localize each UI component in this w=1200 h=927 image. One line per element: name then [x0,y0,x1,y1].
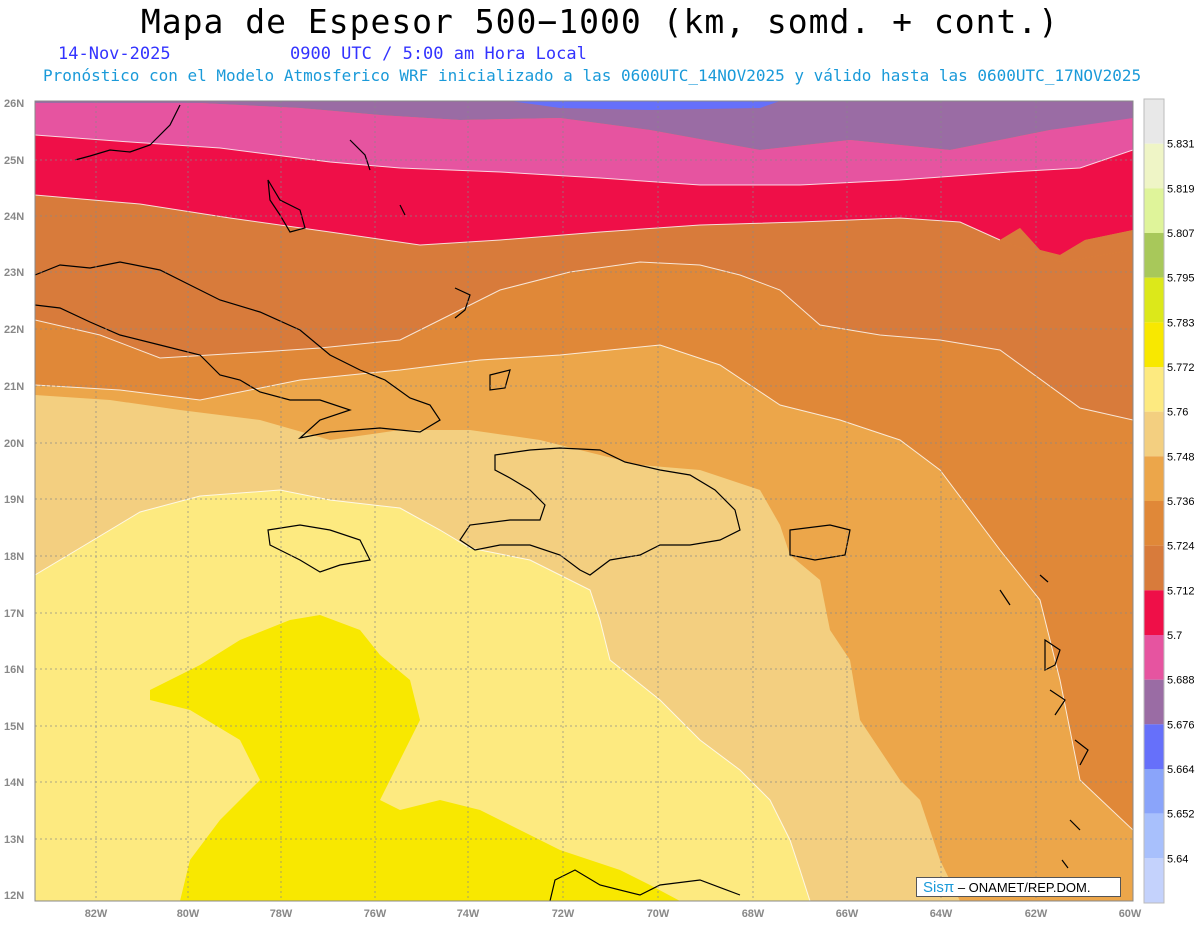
credit-box: Sisπ – ONAMET/REP.DOM. [916,877,1121,897]
legend-swatch [1144,769,1164,814]
lon-label: 74W [457,908,480,920]
lon-label: 78W [270,908,293,920]
coastlines [35,104,1089,901]
lon-label: 80W [177,908,200,920]
legend-label: 5.664 [1167,764,1195,776]
legend-frame [1143,98,1165,904]
legend-label: 5.652 [1167,809,1195,821]
lon-label: 62W [1025,908,1048,920]
lon-label: 66W [836,908,859,920]
legend-label: 5.7 [1167,630,1182,642]
lat-label: 13N [4,834,24,846]
legend-swatch [1144,411,1164,457]
legend-label: 5.688 [1167,675,1195,687]
legend-label: 5.64 [1167,853,1188,865]
lon-label: 64W [930,908,953,920]
longitude-labels: 82W 80W 78W 76W 74W 72W 70W 68W 66W 64W … [85,908,1142,920]
lat-label: 14N [4,777,24,789]
color-legend: 5.831 5.819 5.807 5.795 5.783 5.772 5.76 5.748 5… [1143,98,1195,904]
legend-label: 5.783 [1167,317,1195,329]
legend-swatch [1144,367,1164,412]
legend-swatch [1144,813,1164,859]
legend-swatch [1144,635,1164,680]
legend-swatch [1144,545,1164,591]
lat-label: 22N [4,324,24,336]
thickness-contours [35,134,1133,901]
legend-swatch [1144,99,1164,144]
lat-label: 23N [4,267,24,279]
lon-label: 68W [742,908,765,920]
lat-label: 12N [4,890,24,902]
legend-swatch [1144,456,1164,501]
lat-label: 18N [4,551,24,563]
lat-label: 17N [4,608,24,620]
legend-label: 5.676 [1167,719,1195,731]
lon-label: 82W [85,908,108,920]
forecast-time: 0900 UTC / 5:00 am Hora Local [290,44,587,64]
legend-swatch [1144,233,1164,278]
legend-swatch [1144,858,1164,903]
lat-label: 21N [4,381,24,393]
legend-label: 5.712 [1167,585,1195,597]
legend-label: 5.807 [1167,228,1195,240]
lat-label: 16N [4,664,24,676]
lat-label: 20N [4,438,24,450]
credit-text: – ONAMET/REP.DOM. [957,880,1091,895]
legend-swatch [1144,590,1164,635]
credit-sis: Sisπ [923,879,955,896]
legend-label: 5.772 [1167,362,1195,374]
lat-label: 25N [4,155,24,167]
forecast-date: 14-Nov-2025 [58,44,171,64]
legend-label: 5.795 [1167,273,1195,285]
lat-label: 26N [4,98,24,110]
legend-label: 5.831 [1167,139,1195,151]
lat-label: 24N [4,211,24,223]
lat-label: 19N [4,494,24,506]
legend-swatch [1144,724,1164,769]
model-info: Pronóstico con el Modelo Atmosferico WRF… [43,66,1142,85]
lat-lon-grid [35,101,1133,901]
lon-label: 60W [1119,908,1142,920]
legend-label: 5.748 [1167,451,1195,463]
lon-label: 72W [552,908,575,920]
legend-swatch [1144,679,1164,725]
legend-label: 5.76 [1167,407,1188,419]
lat-label: 15N [4,721,24,733]
legend-swatch [1144,143,1164,189]
legend-swatch [1144,322,1164,367]
latitude-labels: 26N 25N 24N 23N 22N 21N 20N 19N 18N 17N … [4,98,24,902]
shaded-thickness-field [35,101,1133,901]
legend-swatch [1144,188,1164,233]
lon-label: 70W [647,908,670,920]
legend-label: 5.724 [1167,541,1195,553]
legend-swatch [1144,501,1164,546]
legend-label: 5.819 [1167,183,1195,195]
lon-label: 76W [364,908,387,920]
legend-label: 5.736 [1167,496,1195,508]
legend-swatch [1144,277,1164,323]
map-title: Mapa de Espesor 500−1000 (km, somd. + co… [140,2,1060,41]
